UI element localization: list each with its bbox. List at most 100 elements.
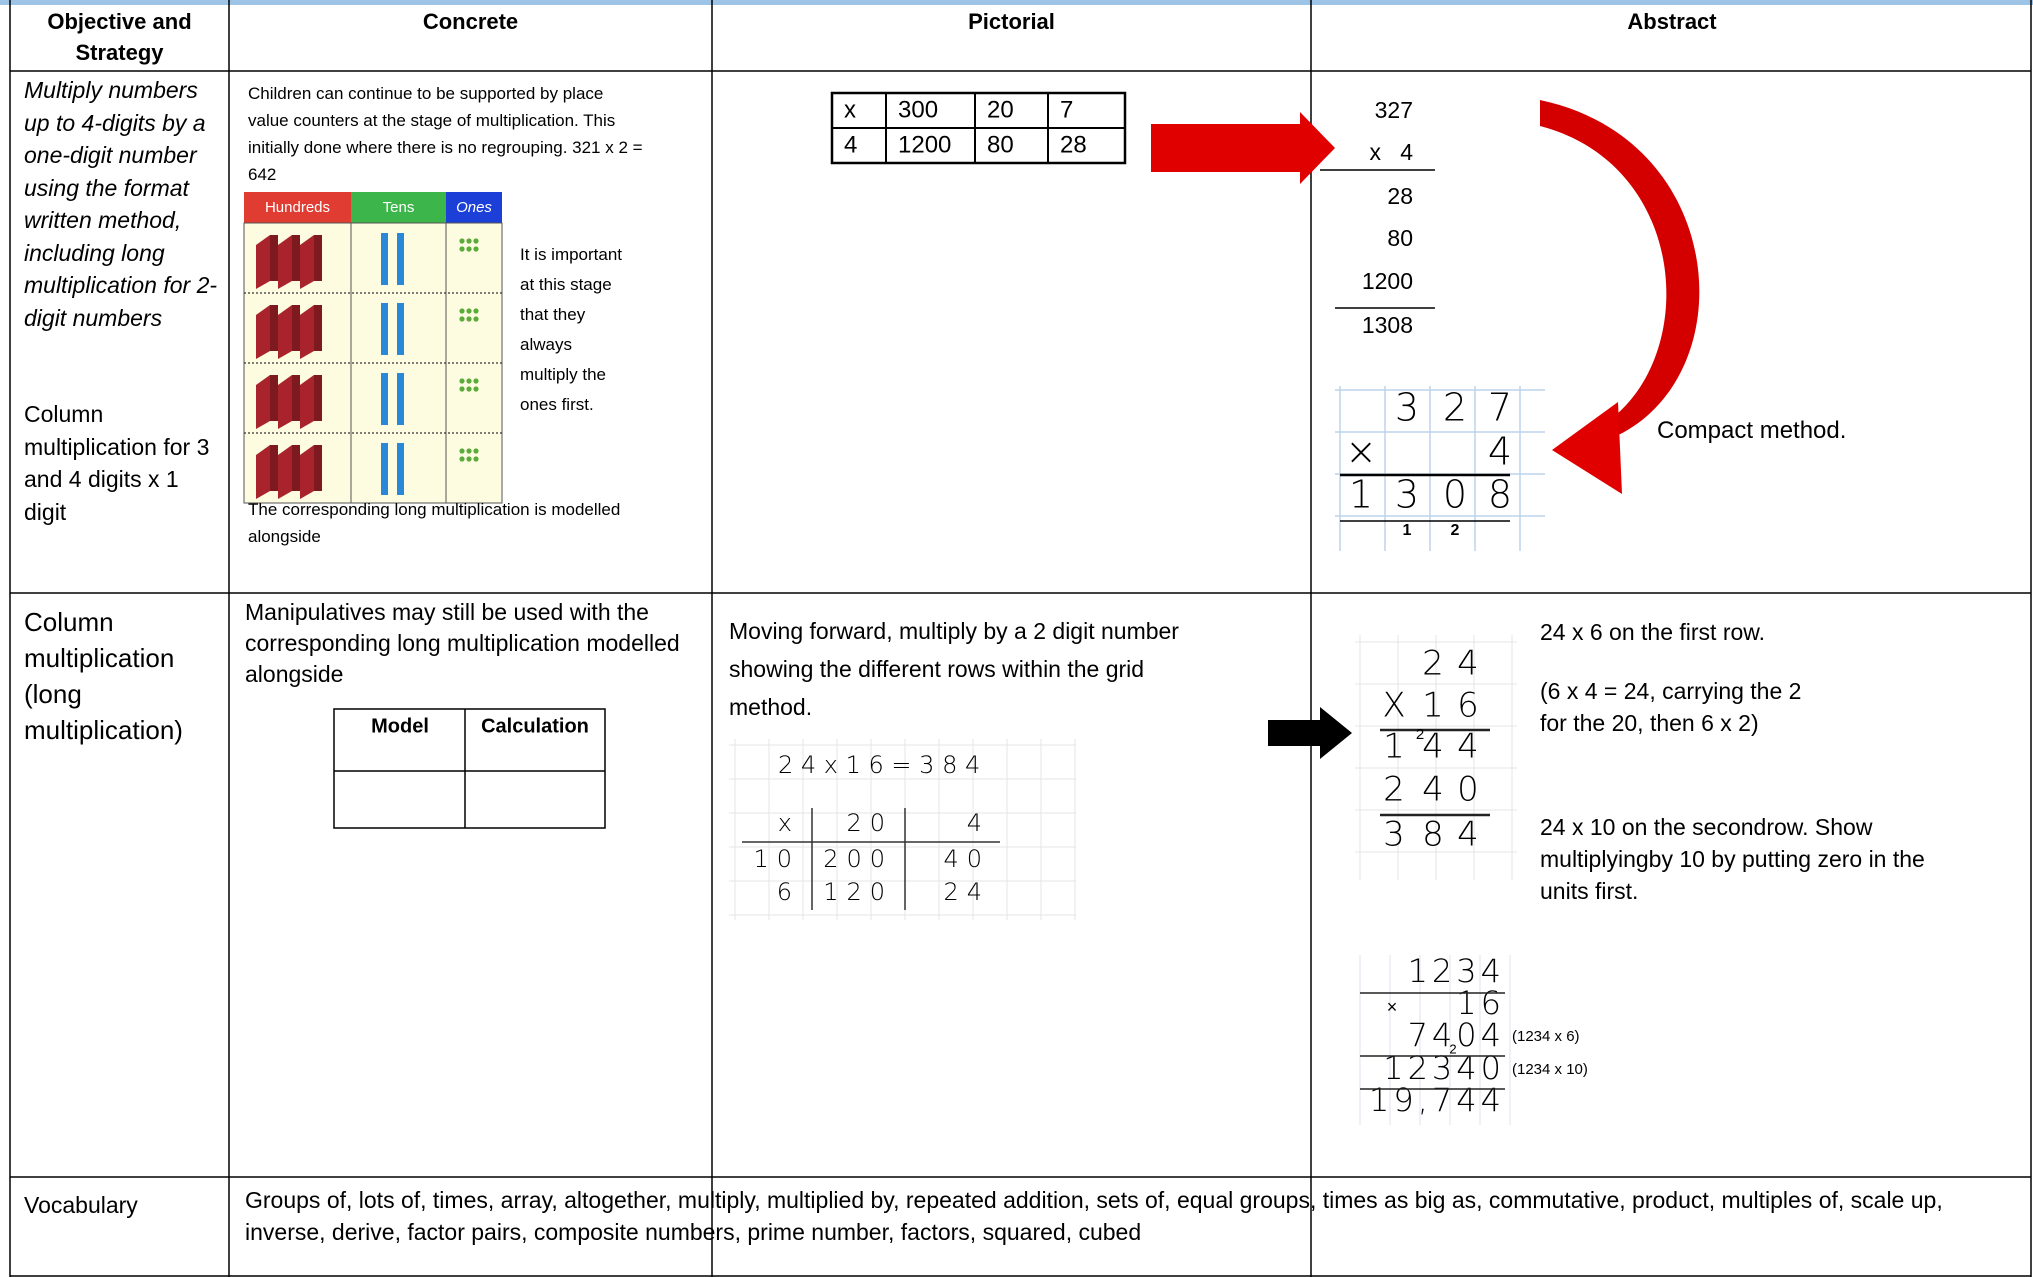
one-counter [466, 238, 472, 244]
text: 2 4 x 1 6 = 3 8 4 [778, 751, 980, 779]
one-counter [466, 456, 472, 462]
hundred-block [300, 305, 314, 359]
text: 16 [1456, 984, 1505, 1022]
one-counter [459, 456, 465, 462]
text: 4 [1488, 430, 1512, 474]
text: x [844, 96, 856, 123]
concrete-note: It is important at this stage that they … [520, 245, 623, 414]
ten-rod [381, 303, 388, 355]
model-table [333, 708, 606, 829]
text: 2 [1383, 770, 1405, 810]
one-counter [466, 308, 472, 314]
compact-label: Compact method. [1657, 417, 1847, 444]
text: 327 [1375, 97, 1413, 123]
hundred-face [270, 235, 278, 281]
ten-rod [381, 373, 388, 425]
pv-header [446, 192, 502, 223]
hundred-block [300, 445, 314, 499]
text: 1 [1383, 727, 1405, 767]
text: 28 [1060, 131, 1087, 158]
one-counter [466, 316, 472, 322]
one-counter [466, 386, 472, 392]
hundred-face [292, 305, 300, 351]
red-arrow [1151, 112, 1335, 184]
one-counter [466, 246, 472, 252]
one-counter [459, 238, 465, 244]
text: Model [371, 715, 429, 737]
text: (1234 x 6) [1512, 1028, 1580, 1045]
text: 10 [753, 845, 800, 873]
hundred-block [256, 445, 270, 499]
objective-text: Column multiplication (long multiplicati… [24, 607, 183, 745]
one-counter [473, 456, 479, 462]
text: × [1387, 997, 1398, 1017]
objective-text: Multiply numbers up to 4-digits by a one… [24, 77, 218, 331]
text: 0 [1443, 473, 1467, 517]
hundred-face [292, 235, 300, 281]
text: Hundreds [265, 199, 330, 216]
text: 7 [1060, 96, 1073, 123]
hundred-block [300, 375, 314, 429]
one-counter [459, 246, 465, 252]
ten-rod [381, 233, 388, 285]
vocabulary-text: Groups of, lots of, times, array, altoge… [245, 1187, 1943, 1245]
text: 0 [1457, 770, 1479, 810]
text: 80 [987, 131, 1014, 158]
explanation: 24 x 10 on the secondrow. Show multiplyi… [1540, 814, 1925, 904]
pv-header [244, 192, 351, 223]
curved-arrow-head [1552, 402, 1622, 494]
text: x 4 [1370, 139, 1414, 165]
text: 3 [1395, 386, 1419, 430]
text: Calculation [481, 715, 589, 737]
text: 6 [1457, 686, 1479, 726]
pv-header [351, 192, 446, 223]
hundred-block [256, 375, 270, 429]
one-counter [459, 378, 465, 384]
objective-subtext: Column multiplication for 3 and 4 digits… [24, 401, 210, 525]
one-counter [473, 246, 479, 252]
text: 3 [1383, 815, 1405, 855]
one-counter [459, 386, 465, 392]
text: 4 [967, 809, 990, 837]
concrete-text: Manipulatives may still be used with the… [245, 599, 680, 687]
text: 7404 [1408, 1016, 1505, 1054]
text: 2 [1451, 522, 1460, 539]
hundred-face [314, 375, 322, 421]
one-counter [459, 448, 465, 454]
explanation: 24 x 6 on the first row. [1540, 619, 1766, 645]
hundred-face [314, 445, 322, 491]
text: 120 [823, 878, 893, 906]
one-counter [466, 448, 472, 454]
one-counter [473, 238, 479, 244]
text: 1 [1422, 686, 1444, 726]
text: 8 [1422, 815, 1444, 855]
ten-rod [397, 303, 404, 355]
vocabulary-label: Vocabulary [24, 1192, 138, 1218]
text: 6 [777, 878, 800, 906]
hundred-face [270, 375, 278, 421]
text: 300 [898, 96, 938, 123]
one-counter [473, 386, 479, 392]
text: 1308 [1362, 312, 1413, 338]
one-counter [459, 316, 465, 322]
ten-rod [397, 233, 404, 285]
header-cell: Objective and Strategy [47, 9, 192, 65]
text: (1234 x 10) [1512, 1061, 1588, 1078]
hundred-block [300, 235, 314, 289]
text: x [778, 809, 800, 837]
hundred-block [278, 375, 292, 429]
text: 2 [1422, 644, 1444, 684]
hundred-block [256, 235, 270, 289]
text: 2 [1449, 1041, 1456, 1056]
explanation: (6 x 4 = 24, carrying the 2 for the 20, … [1540, 678, 1802, 736]
text: 1 [1349, 473, 1373, 517]
text: 4 [1422, 727, 1444, 767]
header-cell: Pictorial [968, 9, 1055, 34]
text: 3 [1395, 473, 1419, 517]
text: 4 [844, 131, 857, 158]
text: 7 [1488, 386, 1512, 430]
hundred-block [256, 305, 270, 359]
top-band [0, 0, 2033, 5]
